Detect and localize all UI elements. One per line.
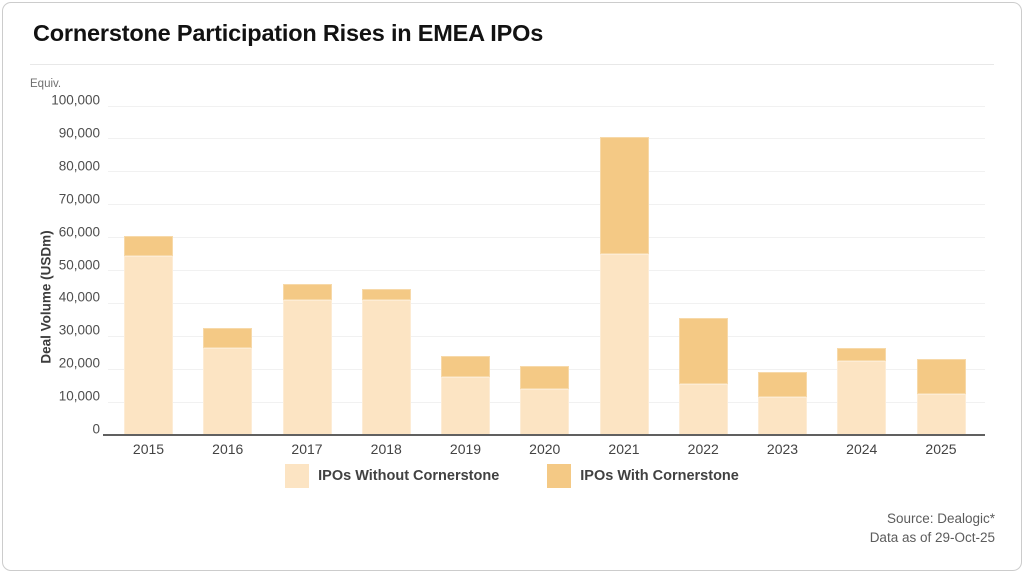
- source-note: Source: Dealogic* Data as of 29-Oct-25: [870, 509, 995, 547]
- y-tick-label: 80,000: [58, 158, 100, 174]
- y-tick-label: 20,000: [58, 355, 100, 371]
- gridline: [108, 171, 985, 173]
- bar-segment-with-cornerstone: [282, 283, 332, 301]
- x-tick-label: 2024: [846, 441, 878, 457]
- data-as-of-line: Data as of 29-Oct-25: [869, 530, 995, 545]
- x-tick-label: 2021: [608, 441, 640, 457]
- legend: IPOs Without Cornerstone IPOs With Corne…: [0, 464, 1024, 488]
- legend-item-with-cornerstone: IPOs With Cornerstone: [547, 464, 739, 488]
- bar-segment-with-cornerstone: [758, 372, 807, 398]
- title-separator: [30, 64, 994, 65]
- x-tick-label: 2022: [687, 441, 719, 457]
- gridline: [108, 270, 985, 271]
- bar-segment-without-cornerstone: [758, 397, 807, 435]
- x-tick-label: 2017: [291, 441, 323, 457]
- source-line: Source: Dealogic*: [886, 511, 995, 526]
- gridline: [108, 335, 985, 337]
- y-tick-label: 70,000: [58, 191, 100, 207]
- bar-segment-with-cornerstone: [441, 356, 490, 378]
- bar-segment-with-cornerstone: [361, 288, 411, 301]
- x-tick-label: 2023: [766, 441, 799, 457]
- x-tick-label: 2016: [212, 441, 244, 457]
- bar-segment-with-cornerstone: [599, 137, 649, 255]
- bar-segment-with-cornerstone: [678, 318, 728, 384]
- bar-segment-with-cornerstone: [520, 365, 570, 389]
- bar-segment-without-cornerstone: [837, 360, 887, 435]
- x-tick-label: 2015: [132, 441, 165, 457]
- bar-segment-without-cornerstone: [678, 384, 728, 435]
- legend-item-without-cornerstone: IPOs Without Cornerstone: [285, 464, 499, 488]
- bar-segment-with-cornerstone: [124, 235, 173, 256]
- y-tick-label: 50,000: [58, 257, 100, 272]
- gridline: [108, 105, 985, 107]
- bar-segment-without-cornerstone: [916, 393, 966, 435]
- bar-segment-without-cornerstone: [520, 388, 570, 435]
- bar-segment-without-cornerstone: [361, 300, 411, 435]
- y-tick-label: 60,000: [58, 224, 100, 240]
- gridline: [108, 138, 985, 140]
- y-tick-label: 100,000: [51, 92, 100, 108]
- bar-segment-without-cornerstone: [282, 300, 332, 435]
- bar-segment-with-cornerstone: [916, 359, 966, 394]
- y-tick-label: 90,000: [58, 125, 100, 141]
- y-axis-unit-label: Equiv.: [30, 78, 62, 90]
- legend-label-with-cornerstone: IPOs With Cornerstone: [580, 468, 739, 484]
- bar-segment-without-cornerstone: [124, 255, 173, 435]
- y-tick-label: 0: [92, 421, 100, 437]
- legend-swatch-without-cornerstone-icon: [285, 464, 310, 488]
- bar-segment-with-cornerstone: [837, 347, 887, 361]
- x-tick-label: 2025: [925, 441, 957, 457]
- legend-label-without-cornerstone: IPOs Without Cornerstone: [318, 468, 500, 484]
- gridline: [108, 204, 985, 206]
- gridline: [108, 237, 985, 239]
- bar-segment-without-cornerstone: [441, 377, 490, 435]
- x-tick-label: 2018: [370, 441, 402, 457]
- gridline: [108, 302, 985, 304]
- y-tick-label: 30,000: [58, 322, 100, 338]
- bar-segment-without-cornerstone: [203, 347, 253, 435]
- bar-segment-with-cornerstone: [203, 328, 253, 348]
- y-tick-label: 40,000: [58, 289, 100, 305]
- chart-title: Cornerstone Participation Rises in EMEA …: [33, 20, 544, 46]
- x-tick-label: 2020: [529, 441, 561, 457]
- x-tick-label: 2019: [449, 441, 482, 457]
- bar-segment-without-cornerstone: [599, 254, 649, 435]
- y-tick-label: 10,000: [58, 388, 100, 404]
- x-axis-line: [103, 434, 985, 436]
- legend-swatch-with-cornerstone-icon: [547, 464, 572, 488]
